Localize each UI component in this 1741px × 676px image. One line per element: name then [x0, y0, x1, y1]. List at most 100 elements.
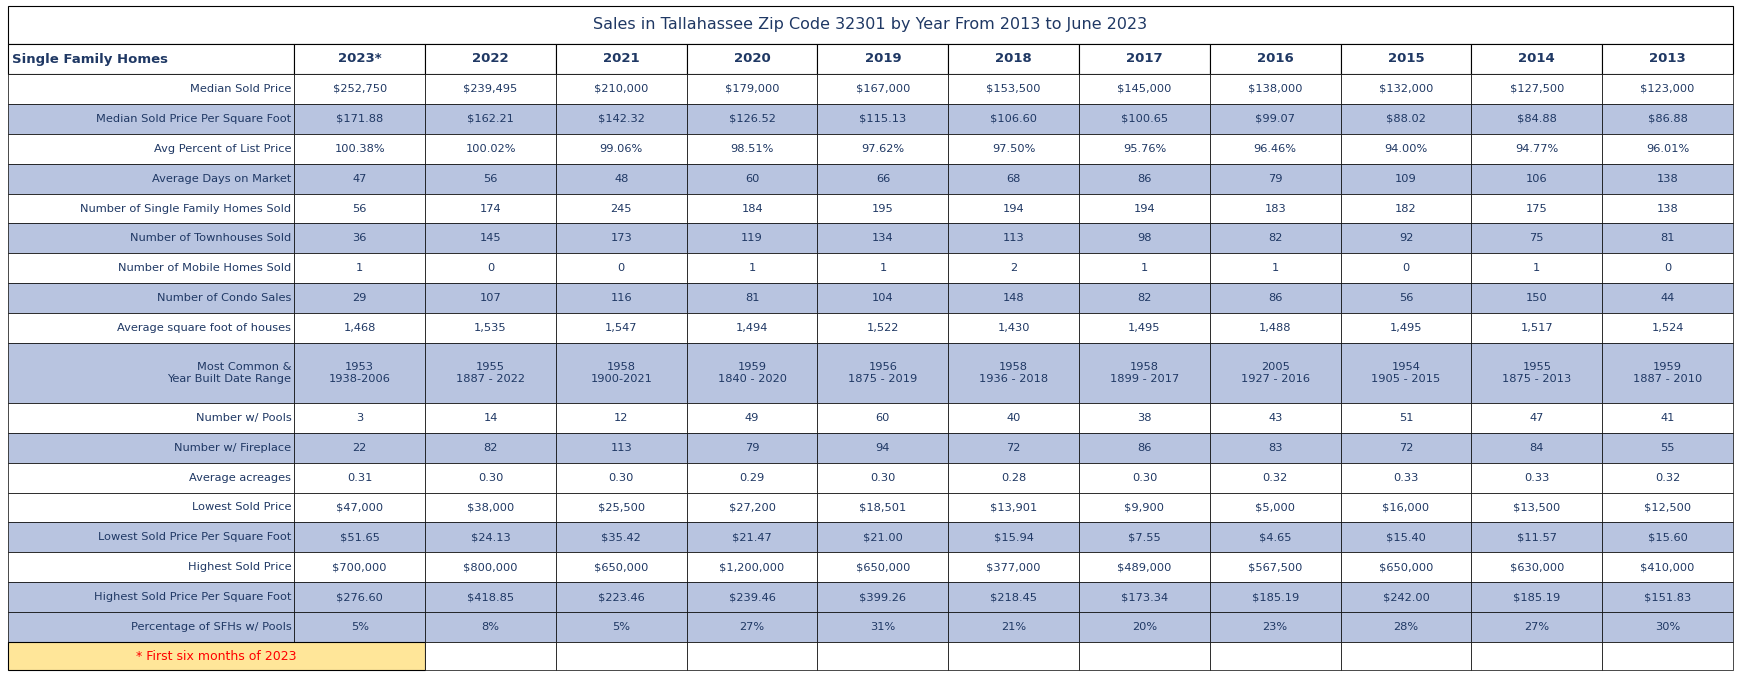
Bar: [1341, 523, 1471, 552]
Text: 1,494: 1,494: [736, 323, 768, 333]
Text: 0: 0: [618, 264, 625, 273]
Bar: [555, 283, 686, 313]
Text: $16,000: $16,000: [1382, 502, 1429, 512]
Bar: [686, 523, 818, 552]
Text: 184: 184: [742, 203, 763, 214]
Text: 56: 56: [353, 203, 367, 214]
Bar: [818, 313, 949, 343]
Bar: [949, 433, 1079, 462]
Bar: [425, 642, 555, 670]
Text: 1955
1887 - 2022: 1955 1887 - 2022: [456, 362, 526, 384]
Text: $171.88: $171.88: [336, 114, 383, 124]
Bar: [1471, 493, 1602, 523]
Bar: [1602, 313, 1732, 343]
Bar: [555, 164, 686, 193]
Bar: [1210, 433, 1341, 462]
Text: 138: 138: [1657, 174, 1678, 184]
Bar: [1471, 134, 1602, 164]
Bar: [1602, 612, 1732, 642]
Bar: [818, 224, 949, 254]
Text: $223.46: $223.46: [597, 592, 644, 602]
Text: 138: 138: [1657, 203, 1678, 214]
Text: $15.40: $15.40: [1386, 533, 1426, 542]
Bar: [294, 433, 425, 462]
Bar: [686, 104, 818, 134]
Bar: [949, 74, 1079, 104]
Text: 150: 150: [1525, 293, 1548, 304]
Bar: [949, 254, 1079, 283]
Bar: [425, 254, 555, 283]
Text: 1954
1905 - 2015: 1954 1905 - 2015: [1372, 362, 1440, 384]
Bar: [818, 283, 949, 313]
Bar: [818, 433, 949, 462]
Bar: [686, 134, 818, 164]
Bar: [949, 104, 1079, 134]
Text: $252,750: $252,750: [333, 84, 387, 94]
Bar: [425, 283, 555, 313]
Text: $242.00: $242.00: [1382, 592, 1429, 602]
Text: $185.19: $185.19: [1252, 592, 1299, 602]
Text: $25,500: $25,500: [597, 502, 644, 512]
Text: $4.65: $4.65: [1259, 533, 1292, 542]
Bar: [1210, 104, 1341, 134]
Text: $7.55: $7.55: [1128, 533, 1161, 542]
Bar: [1079, 462, 1210, 493]
Bar: [1341, 193, 1471, 224]
Text: $179,000: $179,000: [724, 84, 780, 94]
Text: 1,488: 1,488: [1259, 323, 1292, 333]
Text: $106.60: $106.60: [991, 114, 1038, 124]
Text: 92: 92: [1398, 233, 1414, 243]
Text: 79: 79: [745, 443, 759, 453]
Text: 81: 81: [745, 293, 759, 304]
Text: $35.42: $35.42: [601, 533, 641, 542]
Text: 55: 55: [1661, 443, 1675, 453]
Bar: [9, 612, 294, 642]
Bar: [949, 523, 1079, 552]
Bar: [555, 403, 686, 433]
Bar: [949, 552, 1079, 582]
Bar: [425, 582, 555, 612]
Text: 94: 94: [876, 443, 890, 453]
Bar: [949, 493, 1079, 523]
Bar: [686, 164, 818, 193]
Text: 81: 81: [1661, 233, 1675, 243]
Bar: [1471, 74, 1602, 104]
Text: $650,000: $650,000: [855, 562, 911, 573]
Text: 2022: 2022: [472, 53, 508, 66]
Text: 36: 36: [353, 233, 367, 243]
Bar: [555, 642, 686, 670]
Text: $239.46: $239.46: [729, 592, 775, 602]
Bar: [1341, 612, 1471, 642]
Bar: [555, 433, 686, 462]
Text: $21.00: $21.00: [864, 533, 904, 542]
Bar: [294, 134, 425, 164]
Text: $276.60: $276.60: [336, 592, 383, 602]
Text: 0.30: 0.30: [870, 473, 895, 483]
Text: 174: 174: [481, 203, 501, 214]
Bar: [1079, 283, 1210, 313]
Text: 44: 44: [1661, 293, 1675, 304]
Bar: [686, 74, 818, 104]
Text: $9,900: $9,900: [1125, 502, 1165, 512]
Bar: [949, 224, 1079, 254]
Bar: [1471, 313, 1602, 343]
Text: 12: 12: [615, 413, 629, 422]
Text: Median Sold Price: Median Sold Price: [190, 84, 291, 94]
Bar: [818, 523, 949, 552]
Bar: [9, 283, 294, 313]
Bar: [555, 254, 686, 283]
Text: 56: 56: [484, 174, 498, 184]
Bar: [1602, 104, 1732, 134]
Text: 82: 82: [1137, 293, 1151, 304]
Text: $210,000: $210,000: [594, 84, 648, 94]
Text: $162.21: $162.21: [467, 114, 514, 124]
Bar: [1602, 403, 1732, 433]
Text: 1955
1875 - 2013: 1955 1875 - 2013: [1502, 362, 1572, 384]
Bar: [1471, 254, 1602, 283]
Text: 1,535: 1,535: [474, 323, 507, 333]
Bar: [1602, 164, 1732, 193]
Text: $800,000: $800,000: [463, 562, 517, 573]
Bar: [1602, 134, 1732, 164]
Bar: [9, 403, 294, 433]
Bar: [555, 612, 686, 642]
